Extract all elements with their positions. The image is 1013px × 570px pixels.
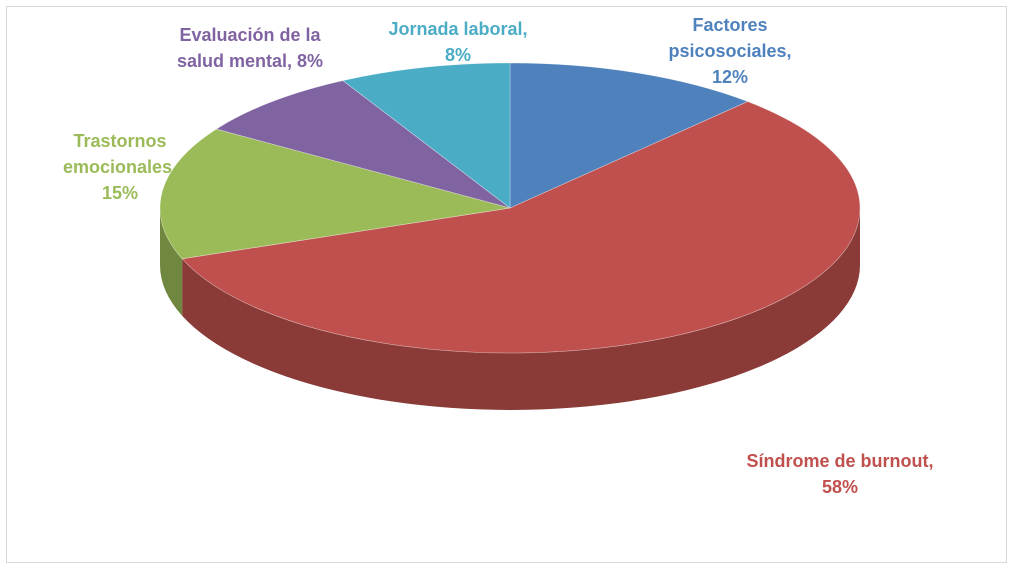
value-label: 8% xyxy=(444,45,471,65)
label-separator: , xyxy=(786,41,792,61)
value-label: 58% xyxy=(821,477,859,497)
category-label: Evaluación de la salud mental xyxy=(176,25,321,71)
slice-top xyxy=(342,62,511,209)
slice xyxy=(215,80,511,209)
value-label: 15% xyxy=(101,183,139,203)
label-separator: , xyxy=(286,51,292,71)
label-separator: , xyxy=(928,451,934,471)
value-label: 8% xyxy=(297,51,324,71)
data-label: Síndrome de burnout, 58% xyxy=(745,448,935,500)
category-label: Jornada laboral xyxy=(388,19,523,39)
slice xyxy=(509,62,749,209)
category-label: Trastornos emocionales xyxy=(62,131,173,177)
label-separator: , xyxy=(172,157,178,177)
category-label: Factores psicosociales xyxy=(668,15,787,61)
data-label: Jornada laboral, 8% xyxy=(378,16,538,68)
slice-side xyxy=(160,208,183,316)
slice-top xyxy=(159,128,511,260)
data-label: Factores psicosociales, 12% xyxy=(660,12,800,90)
slice xyxy=(181,101,861,411)
data-label: Evaluación de la salud mental, 8% xyxy=(170,22,330,74)
slice xyxy=(159,128,511,316)
data-label: Trastornos emocionales, 15% xyxy=(55,128,185,206)
label-separator: , xyxy=(522,19,528,39)
slice-top xyxy=(181,101,861,354)
slice-top xyxy=(509,62,749,209)
slice-top xyxy=(215,80,511,209)
slice xyxy=(342,62,511,209)
slice-side xyxy=(182,208,860,411)
value-label: 12% xyxy=(711,67,749,87)
chart-border xyxy=(6,6,1007,563)
category-label: Síndrome de burnout xyxy=(746,451,929,471)
